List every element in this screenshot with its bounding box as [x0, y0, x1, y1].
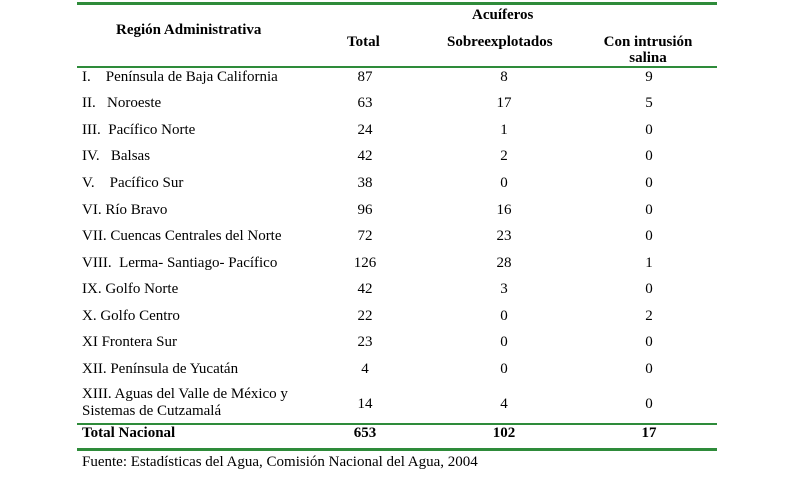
table-row: XIII. Aguas del Valle de México y Sistem…	[0, 386, 789, 422]
total-value: 87	[357, 69, 373, 85]
table-top-rule	[77, 2, 717, 5]
table-row: VI. Río Bravo 96 16 0	[0, 201, 789, 219]
total-value: 72	[357, 228, 373, 244]
header-intrusion-line1: Con intrusión	[603, 34, 693, 50]
total-value: 4	[361, 361, 369, 377]
sobre-value: 0	[500, 175, 508, 191]
total-rule	[77, 423, 717, 425]
sobre-value: 1	[500, 122, 508, 138]
table-row: IX. Golfo Norte 42 3 0	[0, 280, 789, 298]
header-acuiferos: Acuíferos	[472, 7, 534, 23]
sobre-value: 2	[500, 148, 508, 164]
intrusion-value: 0	[645, 281, 653, 297]
sobre-value: 3	[500, 281, 508, 297]
intrusion-value: 9	[645, 69, 653, 85]
total-value: 653	[353, 425, 377, 441]
intrusion-value: 0	[645, 228, 653, 244]
region-name-line2: Sistemas de Cutzamalá	[82, 403, 222, 419]
sobre-value: 23	[496, 228, 512, 244]
region-name: IV. Balsas	[82, 148, 151, 164]
intrusion-value: 0	[645, 361, 653, 377]
table-row: X. Golfo Centro 22 0 2	[0, 307, 789, 325]
intrusion-value: 0	[645, 202, 653, 218]
intrusion-value: 1	[645, 255, 653, 271]
sobre-value: 16	[496, 202, 512, 218]
region-name-line1: XIII. Aguas del Valle de México y	[82, 386, 288, 402]
region-name: I. Península de Baja California	[82, 69, 278, 85]
total-value: 38	[357, 175, 373, 191]
total-value: 42	[357, 281, 373, 297]
table-row: V. Pacífico Sur 38 0 0	[0, 174, 789, 192]
region-name: VII. Cuencas Centrales del Norte	[82, 228, 282, 244]
header-rule	[77, 66, 717, 68]
header-intrusion: Con intrusión salina	[588, 34, 708, 66]
sobre-value: 0	[500, 308, 508, 324]
header-total: Total	[347, 34, 380, 50]
header-region: Región Administrativa	[116, 22, 262, 38]
sobre-value: 4	[500, 396, 508, 412]
total-value: 63	[357, 95, 373, 111]
source-note: Fuente: Estadísticas del Agua, Comisión …	[82, 454, 478, 470]
total-label: Total Nacional	[82, 425, 176, 441]
intrusion-value: 0	[645, 122, 653, 138]
region-name: VIII. Lerma- Santiago- Pacífico	[82, 255, 278, 271]
table-row: VIII. Lerma- Santiago- Pacífico 126 28 1	[0, 254, 789, 272]
region-name: XII. Península de Yucatán	[82, 361, 239, 377]
sobre-value: 8	[500, 69, 508, 85]
intrusion-value: 2	[645, 308, 653, 324]
intrusion-value: 17	[641, 425, 657, 441]
region-name: X. Golfo Centro	[82, 308, 180, 324]
table-row: XI Frontera Sur 23 0 0	[0, 333, 789, 351]
region-name: II. Noroeste	[82, 95, 162, 111]
total-row: Total Nacional 653 102 17	[0, 424, 789, 442]
sobre-value: 0	[500, 361, 508, 377]
table-row: I. Península de Baja California 87 8 9	[0, 68, 789, 86]
region-name: III. Pacífico Norte	[82, 122, 196, 138]
total-value: 24	[357, 122, 373, 138]
total-value: 14	[357, 396, 373, 412]
table-row: XII. Península de Yucatán 4 0 0	[0, 360, 789, 378]
total-value: 23	[357, 334, 373, 350]
total-value: 126	[353, 255, 377, 271]
table-row: IV. Balsas 42 2 0	[0, 147, 789, 165]
region-name: V. Pacífico Sur	[82, 175, 184, 191]
region-name: XI Frontera Sur	[82, 334, 177, 350]
total-value: 22	[357, 308, 373, 324]
table-bottom-rule	[77, 448, 717, 451]
table-row: III. Pacífico Norte 24 1 0	[0, 121, 789, 139]
table-row: VII. Cuencas Centrales del Norte 72 23 0	[0, 227, 789, 245]
intrusion-value: 0	[645, 148, 653, 164]
total-value: 96	[357, 202, 373, 218]
region-name: XIII. Aguas del Valle de México y Sistem…	[82, 386, 288, 420]
region-name: IX. Golfo Norte	[82, 281, 179, 297]
header-intrusion-line2: salina	[629, 50, 667, 66]
table-row: II. Noroeste 63 17 5	[0, 94, 789, 112]
intrusion-value: 0	[645, 396, 653, 412]
sobre-value: 28	[496, 255, 512, 271]
sobre-value: 17	[496, 95, 512, 111]
total-value: 42	[357, 148, 373, 164]
sobre-value: 0	[500, 334, 508, 350]
region-name: VI. Río Bravo	[82, 202, 168, 218]
intrusion-value: 0	[645, 334, 653, 350]
intrusion-value: 5	[645, 95, 653, 111]
intrusion-value: 0	[645, 175, 653, 191]
header-sobreexplotados: Sobreexplotados	[447, 34, 553, 50]
sobre-value: 102	[492, 425, 516, 441]
